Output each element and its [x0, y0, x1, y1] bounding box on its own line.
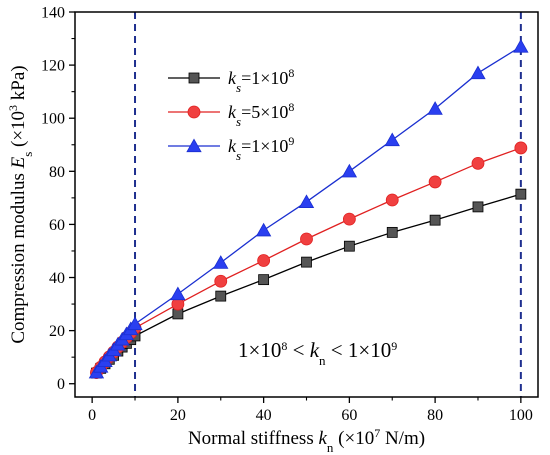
data-point [385, 193, 399, 207]
data-point [428, 175, 442, 189]
x-tick-label: 60 [341, 407, 357, 424]
data-point [514, 141, 528, 155]
legend-item: ks=1×109 [168, 134, 294, 163]
x-axis-label: Normal stiffness kn (×107 N/m) [188, 426, 425, 455]
data-point [257, 254, 271, 267]
x-tick-label: 40 [256, 407, 272, 424]
legend-marker [188, 72, 200, 84]
y-tick-label: 40 [49, 270, 65, 287]
data-point [255, 222, 272, 237]
y-tick-label: 140 [41, 5, 65, 22]
data-point [298, 194, 315, 208]
data-point [215, 290, 227, 302]
legend-label: ks=5×108 [228, 100, 294, 129]
data-point [513, 39, 529, 53]
data-point [472, 201, 484, 213]
legend-label: ks=1×108 [228, 66, 294, 95]
data-point [429, 214, 441, 226]
data-point [471, 156, 485, 170]
reference-lines [134, 12, 522, 397]
data-point [384, 132, 400, 147]
data-point [343, 240, 355, 252]
data-point [301, 256, 312, 268]
data-point [386, 226, 398, 238]
tick-labels: 0 20 40 60 80 100 0 20 40 60 80 100 120 140 [41, 5, 533, 425]
y-tick-label: 60 [49, 217, 65, 234]
data-point [515, 188, 527, 200]
x-tick-label: 20 [170, 407, 186, 424]
x-tick-label: 80 [427, 407, 443, 424]
series-3 [88, 39, 529, 379]
legend-marker [187, 105, 201, 119]
legend: ks=1×108 ks=5×108 ks=1×109 [168, 66, 294, 163]
legend-marker [186, 138, 202, 153]
series-layer [88, 39, 529, 379]
y-axis-label: Compression modulus Es (×103 kPa) [6, 65, 35, 343]
legend-item: ks=5×108 [168, 100, 294, 129]
axis-ticks [69, 11, 522, 403]
y-tick-label: 100 [41, 111, 65, 128]
data-point [427, 101, 443, 115]
y-tick-label: 20 [49, 323, 65, 340]
x-tick-label: 100 [509, 407, 533, 424]
y-tick-label: 120 [41, 58, 65, 75]
data-point [214, 274, 228, 288]
data-point [300, 232, 313, 246]
data-point [213, 255, 229, 269]
data-point [341, 163, 358, 178]
x-tick-label: 0 [88, 407, 96, 424]
legend-item: ks=1×108 [168, 66, 294, 95]
y-tick-label: 0 [57, 376, 65, 393]
data-point [342, 212, 356, 226]
data-point [470, 65, 486, 80]
legend-label: ks=1×109 [228, 134, 294, 163]
range-annotation: 1×108 < kn < 1×109 [238, 338, 397, 368]
data-point [170, 286, 186, 301]
y-tick-label: 80 [49, 164, 65, 181]
data-point [127, 316, 143, 331]
data-point [258, 274, 270, 286]
